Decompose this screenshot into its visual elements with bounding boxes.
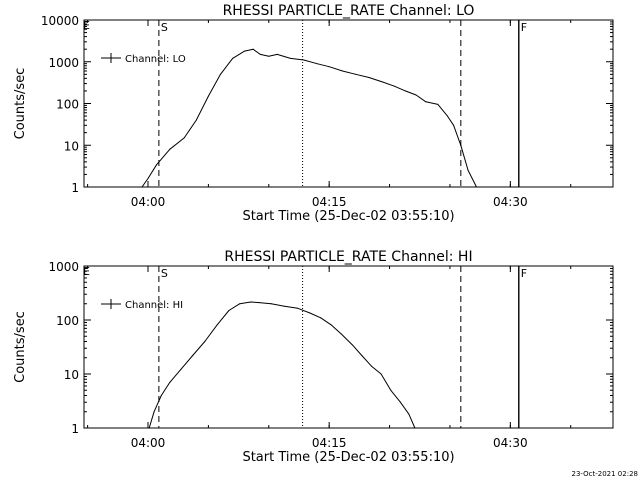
panel-lo-channel: RHESSI PARTICLE_RATE Channel: LO 04:00 04:… [13,3,614,224]
x-tick-label: 04:30 [493,195,528,209]
data-point [268,55,270,57]
y-tick-label: 1000 [48,260,79,274]
y-tick-label: 1 [71,181,79,195]
data-point [370,365,372,367]
data-point [192,355,194,356]
data-point [239,303,241,305]
data-point [290,57,291,59]
data-point [258,302,260,304]
data-point [355,73,357,75]
data-point [216,324,218,326]
data-point [415,94,417,96]
data-point [447,115,448,117]
data-point [328,66,330,68]
data-point [404,90,406,92]
data-point [399,401,401,403]
x-tick-label: 04:15 [312,436,347,450]
panel-hi-channel: RHESSI PARTICLE_RATE Channel: HI 04:00 04:… [13,249,614,465]
y-tick-label: 100 [56,314,79,328]
corner-marker-label: E [83,19,90,32]
marker-label: S [161,267,168,280]
data-point [320,317,322,319]
data-point [361,355,363,356]
data-point [284,305,285,307]
corner-marker-label: E [83,265,90,278]
legend-label: Channel: LO [125,54,186,65]
data-point [476,186,477,188]
data-point [250,301,252,303]
data-point [228,310,230,311]
data-point [437,103,439,105]
data-point [160,395,162,396]
data-point [297,307,299,309]
data-point [390,389,392,391]
data-point [147,178,149,179]
data-point [204,341,206,342]
marker-label: F [521,21,527,34]
plot-frame [83,265,614,429]
y-tick-label: 100 [56,98,79,112]
data-point [169,381,171,383]
marker-label: S [161,21,168,34]
y-axis-label: Counts/sec [13,68,28,140]
data-point [368,77,370,78]
data-point [467,169,469,171]
series-line [141,48,477,188]
x-axis-label: Start Time (25-Dec-02 03:55:10) [242,209,454,224]
data-point [342,70,343,72]
data-point [195,119,197,121]
data-point [244,50,246,52]
data-point [153,411,155,413]
data-point [460,144,462,146]
footer-timestamp: 23-Oct-2021 02:28 [572,470,638,478]
data-point [453,124,455,126]
y-tick-label: 1 [71,422,79,436]
data-point [408,413,410,415]
data-point [220,73,221,75]
x-tick-label: 04:15 [312,195,347,209]
marker-label: F [521,267,527,280]
data-point [259,53,261,55]
data-point [232,57,234,59]
y-tick-label: 10000 [41,14,79,28]
data-point [425,101,427,103]
data-point [316,63,318,65]
data-point [207,95,209,97]
data-point [393,85,395,87]
data-point [331,324,333,326]
data-point [414,427,416,429]
legend-label: Channel: HI [125,300,183,311]
y-tick-label: 10 [64,139,79,153]
data-point [270,303,272,305]
data-point [169,148,171,150]
data-point [156,164,157,166]
data-point [141,186,143,188]
data-point [303,59,305,61]
y-tick-label: 10 [64,368,79,382]
data-point [340,333,342,335]
x-tick-label: 04:00 [131,195,166,209]
y-axis-label: Counts/sec [13,311,28,383]
data-point [148,427,150,429]
data-point [252,48,254,50]
chart-title: RHESSI PARTICLE_RATE Channel: LO [223,3,475,19]
x-axis-label: Start Time (25-Dec-02 03:55:10) [242,450,454,465]
data-point [309,312,311,314]
x-tick-label: 04:00 [131,436,166,450]
chart-title: RHESSI PARTICLE_RATE Channel: HI [224,249,472,265]
data-point [380,373,382,375]
data-point [381,81,383,83]
data-point [351,344,353,346]
x-tick-label: 04:30 [493,436,528,450]
data-point [180,369,182,371]
y-tick-label: 1000 [48,56,79,70]
data-point [276,53,278,55]
data-point [183,137,185,139]
